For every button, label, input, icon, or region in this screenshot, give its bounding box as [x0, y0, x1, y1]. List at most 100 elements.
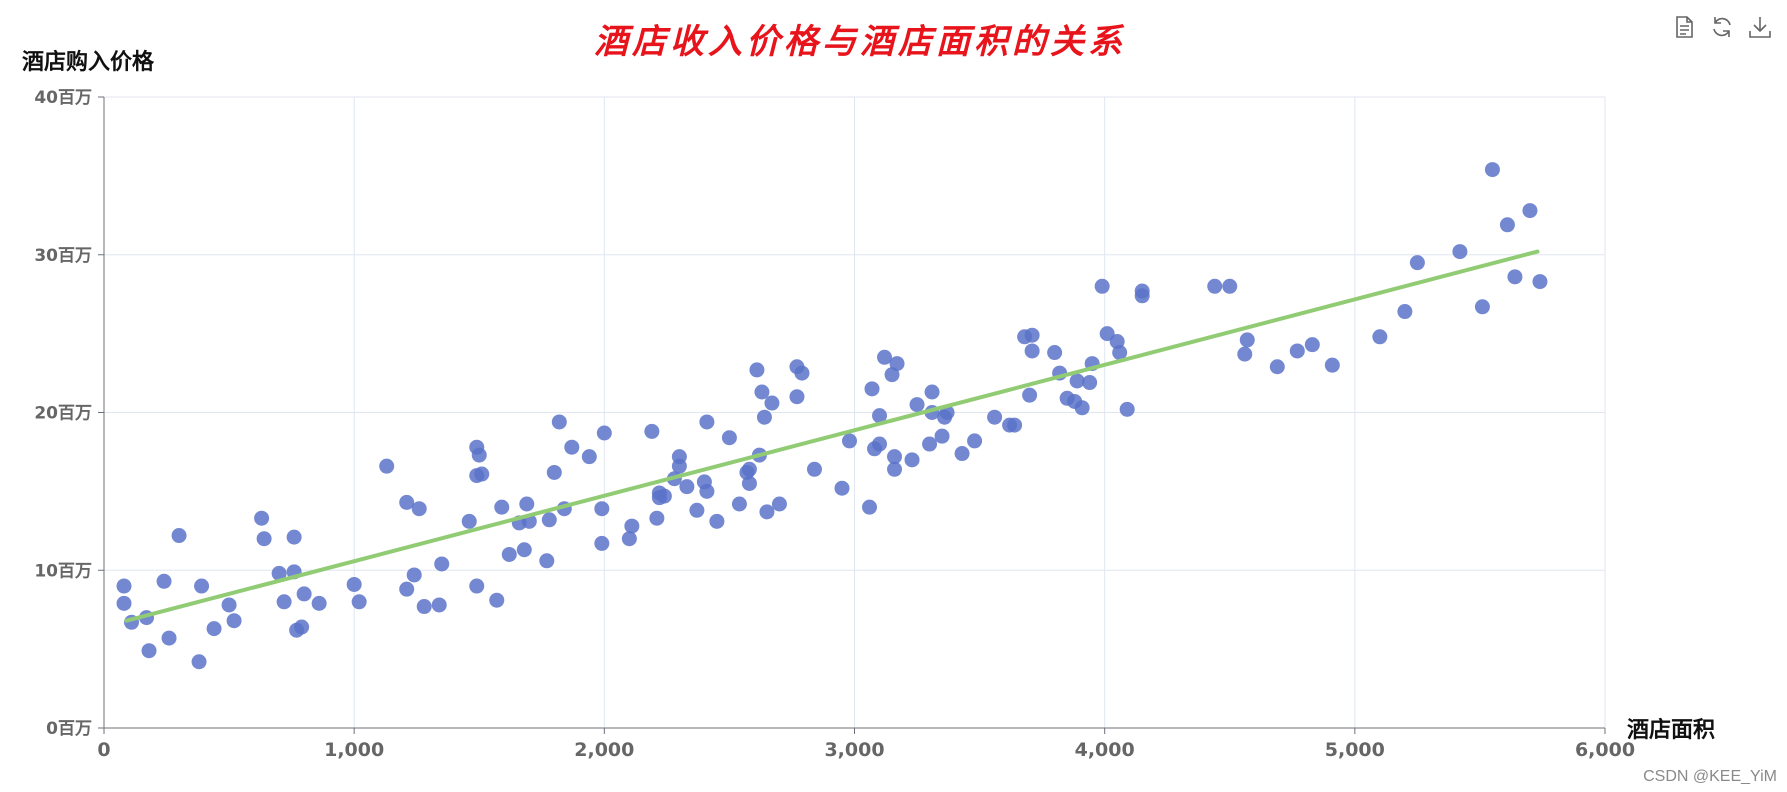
- scatter-point[interactable]: [296, 586, 312, 602]
- scatter-point[interactable]: [1397, 304, 1413, 320]
- scatter-point[interactable]: [1499, 217, 1515, 233]
- scatter-point[interactable]: [406, 567, 422, 583]
- scatter-point[interactable]: [967, 433, 983, 449]
- scatter-point[interactable]: [1119, 401, 1135, 417]
- scatter-point[interactable]: [1222, 278, 1238, 294]
- scatter-point[interactable]: [596, 425, 612, 441]
- scatter-point[interactable]: [987, 409, 1003, 425]
- scatter-point[interactable]: [621, 531, 637, 547]
- scatter-point[interactable]: [206, 621, 222, 637]
- scatter-point[interactable]: [1069, 373, 1085, 389]
- scatter-point[interactable]: [1239, 332, 1255, 348]
- scatter-point[interactable]: [221, 597, 237, 613]
- scatter-point[interactable]: [171, 528, 187, 544]
- scatter-point[interactable]: [872, 408, 888, 424]
- scatter-point[interactable]: [721, 430, 737, 446]
- scatter-point[interactable]: [644, 423, 660, 439]
- scatter-point[interactable]: [539, 553, 555, 569]
- scatter-point[interactable]: [699, 414, 715, 430]
- scatter-point[interactable]: [116, 578, 132, 594]
- scatter-point[interactable]: [1082, 375, 1098, 391]
- scatter-point[interactable]: [756, 409, 772, 425]
- scatter-point[interactable]: [1484, 162, 1500, 178]
- scatter-point[interactable]: [834, 480, 850, 496]
- scatter-point[interactable]: [806, 461, 822, 477]
- scatter-point[interactable]: [749, 362, 765, 378]
- scatter-point[interactable]: [254, 510, 270, 526]
- scatter-point[interactable]: [924, 384, 940, 400]
- scatter-point[interactable]: [1237, 346, 1253, 362]
- scatter-point[interactable]: [294, 619, 310, 635]
- scatter-point[interactable]: [594, 535, 610, 551]
- scatter-point[interactable]: [141, 643, 157, 659]
- scatter-point[interactable]: [679, 479, 695, 495]
- scatter-point[interactable]: [1047, 345, 1063, 361]
- scatter-point[interactable]: [256, 531, 272, 547]
- scatter-point[interactable]: [904, 452, 920, 468]
- scatter-point[interactable]: [399, 494, 415, 510]
- scatter-point[interactable]: [1099, 326, 1115, 342]
- scatter-point[interactable]: [689, 502, 705, 518]
- scatter-point[interactable]: [501, 546, 517, 562]
- scatter-point[interactable]: [699, 483, 715, 499]
- scatter-point[interactable]: [379, 458, 395, 474]
- scatter-point[interactable]: [1022, 387, 1038, 403]
- scatter-point[interactable]: [771, 496, 787, 512]
- scatter-point[interactable]: [841, 433, 857, 449]
- scatter-point[interactable]: [431, 597, 447, 613]
- scatter-point[interactable]: [461, 513, 477, 529]
- scatter-point[interactable]: [862, 499, 878, 515]
- scatter-point[interactable]: [934, 428, 950, 444]
- scatter-point[interactable]: [671, 449, 687, 465]
- scatter-point[interactable]: [1522, 203, 1538, 219]
- scatter-point[interactable]: [887, 461, 903, 477]
- scatter-point[interactable]: [416, 599, 432, 615]
- scatter-point[interactable]: [276, 594, 292, 610]
- scatter-point[interactable]: [872, 436, 888, 452]
- scatter-point[interactable]: [877, 349, 893, 365]
- scatter-point[interactable]: [1094, 278, 1110, 294]
- scatter-point[interactable]: [489, 592, 505, 608]
- scatter-point[interactable]: [1207, 278, 1223, 294]
- scatter-point[interactable]: [161, 630, 177, 646]
- scatter-point[interactable]: [649, 510, 665, 526]
- scatter-point[interactable]: [116, 595, 132, 611]
- scatter-point[interactable]: [759, 504, 775, 520]
- scatter-point[interactable]: [156, 573, 172, 589]
- scatter-point[interactable]: [731, 496, 747, 512]
- scatter-point[interactable]: [564, 439, 580, 455]
- scatter-point[interactable]: [226, 613, 242, 629]
- scatter-series[interactable]: [116, 162, 1548, 670]
- scatter-point[interactable]: [889, 356, 905, 372]
- scatter-point[interactable]: [1289, 343, 1305, 359]
- scatter-point[interactable]: [471, 447, 487, 463]
- scatter-point[interactable]: [1324, 357, 1340, 373]
- scatter-point[interactable]: [1372, 329, 1388, 345]
- scatter-point[interactable]: [546, 464, 562, 480]
- scatter-point[interactable]: [754, 384, 770, 400]
- scatter-point[interactable]: [399, 581, 415, 597]
- scatter-point[interactable]: [789, 389, 805, 405]
- scatter-point[interactable]: [1507, 269, 1523, 285]
- scatter-point[interactable]: [1452, 244, 1468, 260]
- scatter-point[interactable]: [1474, 299, 1490, 315]
- scatter-point[interactable]: [922, 436, 938, 452]
- scatter-point[interactable]: [346, 576, 362, 592]
- scatter-point[interactable]: [909, 397, 925, 413]
- scatter-point[interactable]: [1024, 327, 1040, 343]
- scatter-point[interactable]: [469, 578, 485, 594]
- scatter-point[interactable]: [624, 518, 640, 534]
- scatter-point[interactable]: [954, 446, 970, 462]
- scatter-point[interactable]: [194, 578, 210, 594]
- scatter-point[interactable]: [411, 501, 427, 517]
- scatter-point[interactable]: [594, 501, 610, 517]
- data-view-icon[interactable]: [1671, 14, 1697, 40]
- scatter-point[interactable]: [551, 414, 567, 430]
- scatter-point[interactable]: [741, 461, 757, 477]
- scatter-point[interactable]: [1304, 337, 1320, 353]
- scatter-point[interactable]: [864, 381, 880, 397]
- scatter-point[interactable]: [191, 654, 207, 670]
- scatter-point[interactable]: [709, 513, 725, 529]
- scatter-point[interactable]: [1024, 343, 1040, 359]
- save-image-icon[interactable]: [1747, 14, 1773, 40]
